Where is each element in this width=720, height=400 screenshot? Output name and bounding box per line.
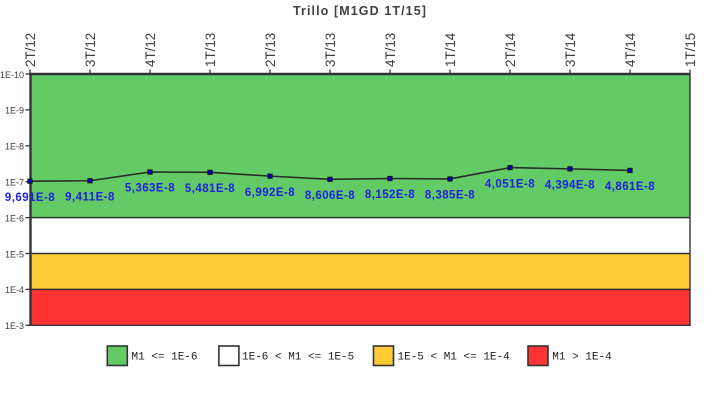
svg-text:M1 <= 1E-6: M1 <= 1E-6	[132, 352, 198, 364]
svg-text:4,394E-8: 4,394E-8	[545, 180, 595, 192]
svg-text:4T/14: 4T/14	[623, 32, 638, 67]
svg-text:4T/12: 4T/12	[143, 33, 158, 67]
svg-text:1E-5: 1E-5	[5, 249, 24, 259]
svg-text:8,152E-8: 8,152E-8	[365, 189, 415, 201]
svg-text:3T/13: 3T/13	[323, 33, 338, 67]
svg-text:1E-5 < M1 <= 1E-4: 1E-5 < M1 <= 1E-4	[398, 352, 511, 364]
svg-text:2T/13: 2T/13	[263, 33, 278, 67]
svg-text:1E-9: 1E-9	[5, 106, 24, 116]
svg-text:5,481E-8: 5,481E-8	[185, 183, 235, 195]
svg-text:1E-4: 1E-4	[5, 285, 24, 295]
svg-text:6,992E-8: 6,992E-8	[245, 187, 295, 199]
svg-text:1T/15: 1T/15	[683, 33, 698, 67]
svg-text:1E-8: 1E-8	[5, 142, 24, 152]
svg-text:4T/13: 4T/13	[383, 33, 398, 67]
svg-text:2T/14: 2T/14	[503, 32, 518, 67]
svg-text:4,051E-8: 4,051E-8	[485, 178, 535, 190]
svg-text:1E-7: 1E-7	[5, 178, 24, 188]
svg-text:9,691E-8: 9,691E-8	[5, 192, 55, 204]
svg-text:Trillo [M1GD 1T/15]: Trillo [M1GD 1T/15]	[293, 4, 427, 18]
svg-text:9,411E-8: 9,411E-8	[65, 192, 115, 204]
svg-text:1E-3: 1E-3	[5, 321, 24, 331]
svg-text:3T/12: 3T/12	[83, 33, 98, 67]
svg-text:1T/13: 1T/13	[203, 33, 218, 67]
svg-text:3T/14: 3T/14	[563, 32, 578, 67]
svg-text:4,861E-8: 4,861E-8	[605, 181, 655, 193]
svg-text:2T/12: 2T/12	[23, 33, 38, 67]
svg-text:1E-10: 1E-10	[0, 70, 24, 80]
svg-text:M1 > 1E-4: M1 > 1E-4	[552, 352, 612, 364]
svg-text:1E-6: 1E-6	[5, 213, 24, 223]
svg-text:8,606E-8: 8,606E-8	[305, 190, 355, 202]
svg-text:1E-6 < M1 <= 1E-5: 1E-6 < M1 <= 1E-5	[242, 352, 354, 364]
svg-text:8,385E-8: 8,385E-8	[425, 190, 475, 202]
svg-text:5,363E-8: 5,363E-8	[125, 183, 175, 195]
svg-text:1T/14: 1T/14	[443, 32, 458, 67]
